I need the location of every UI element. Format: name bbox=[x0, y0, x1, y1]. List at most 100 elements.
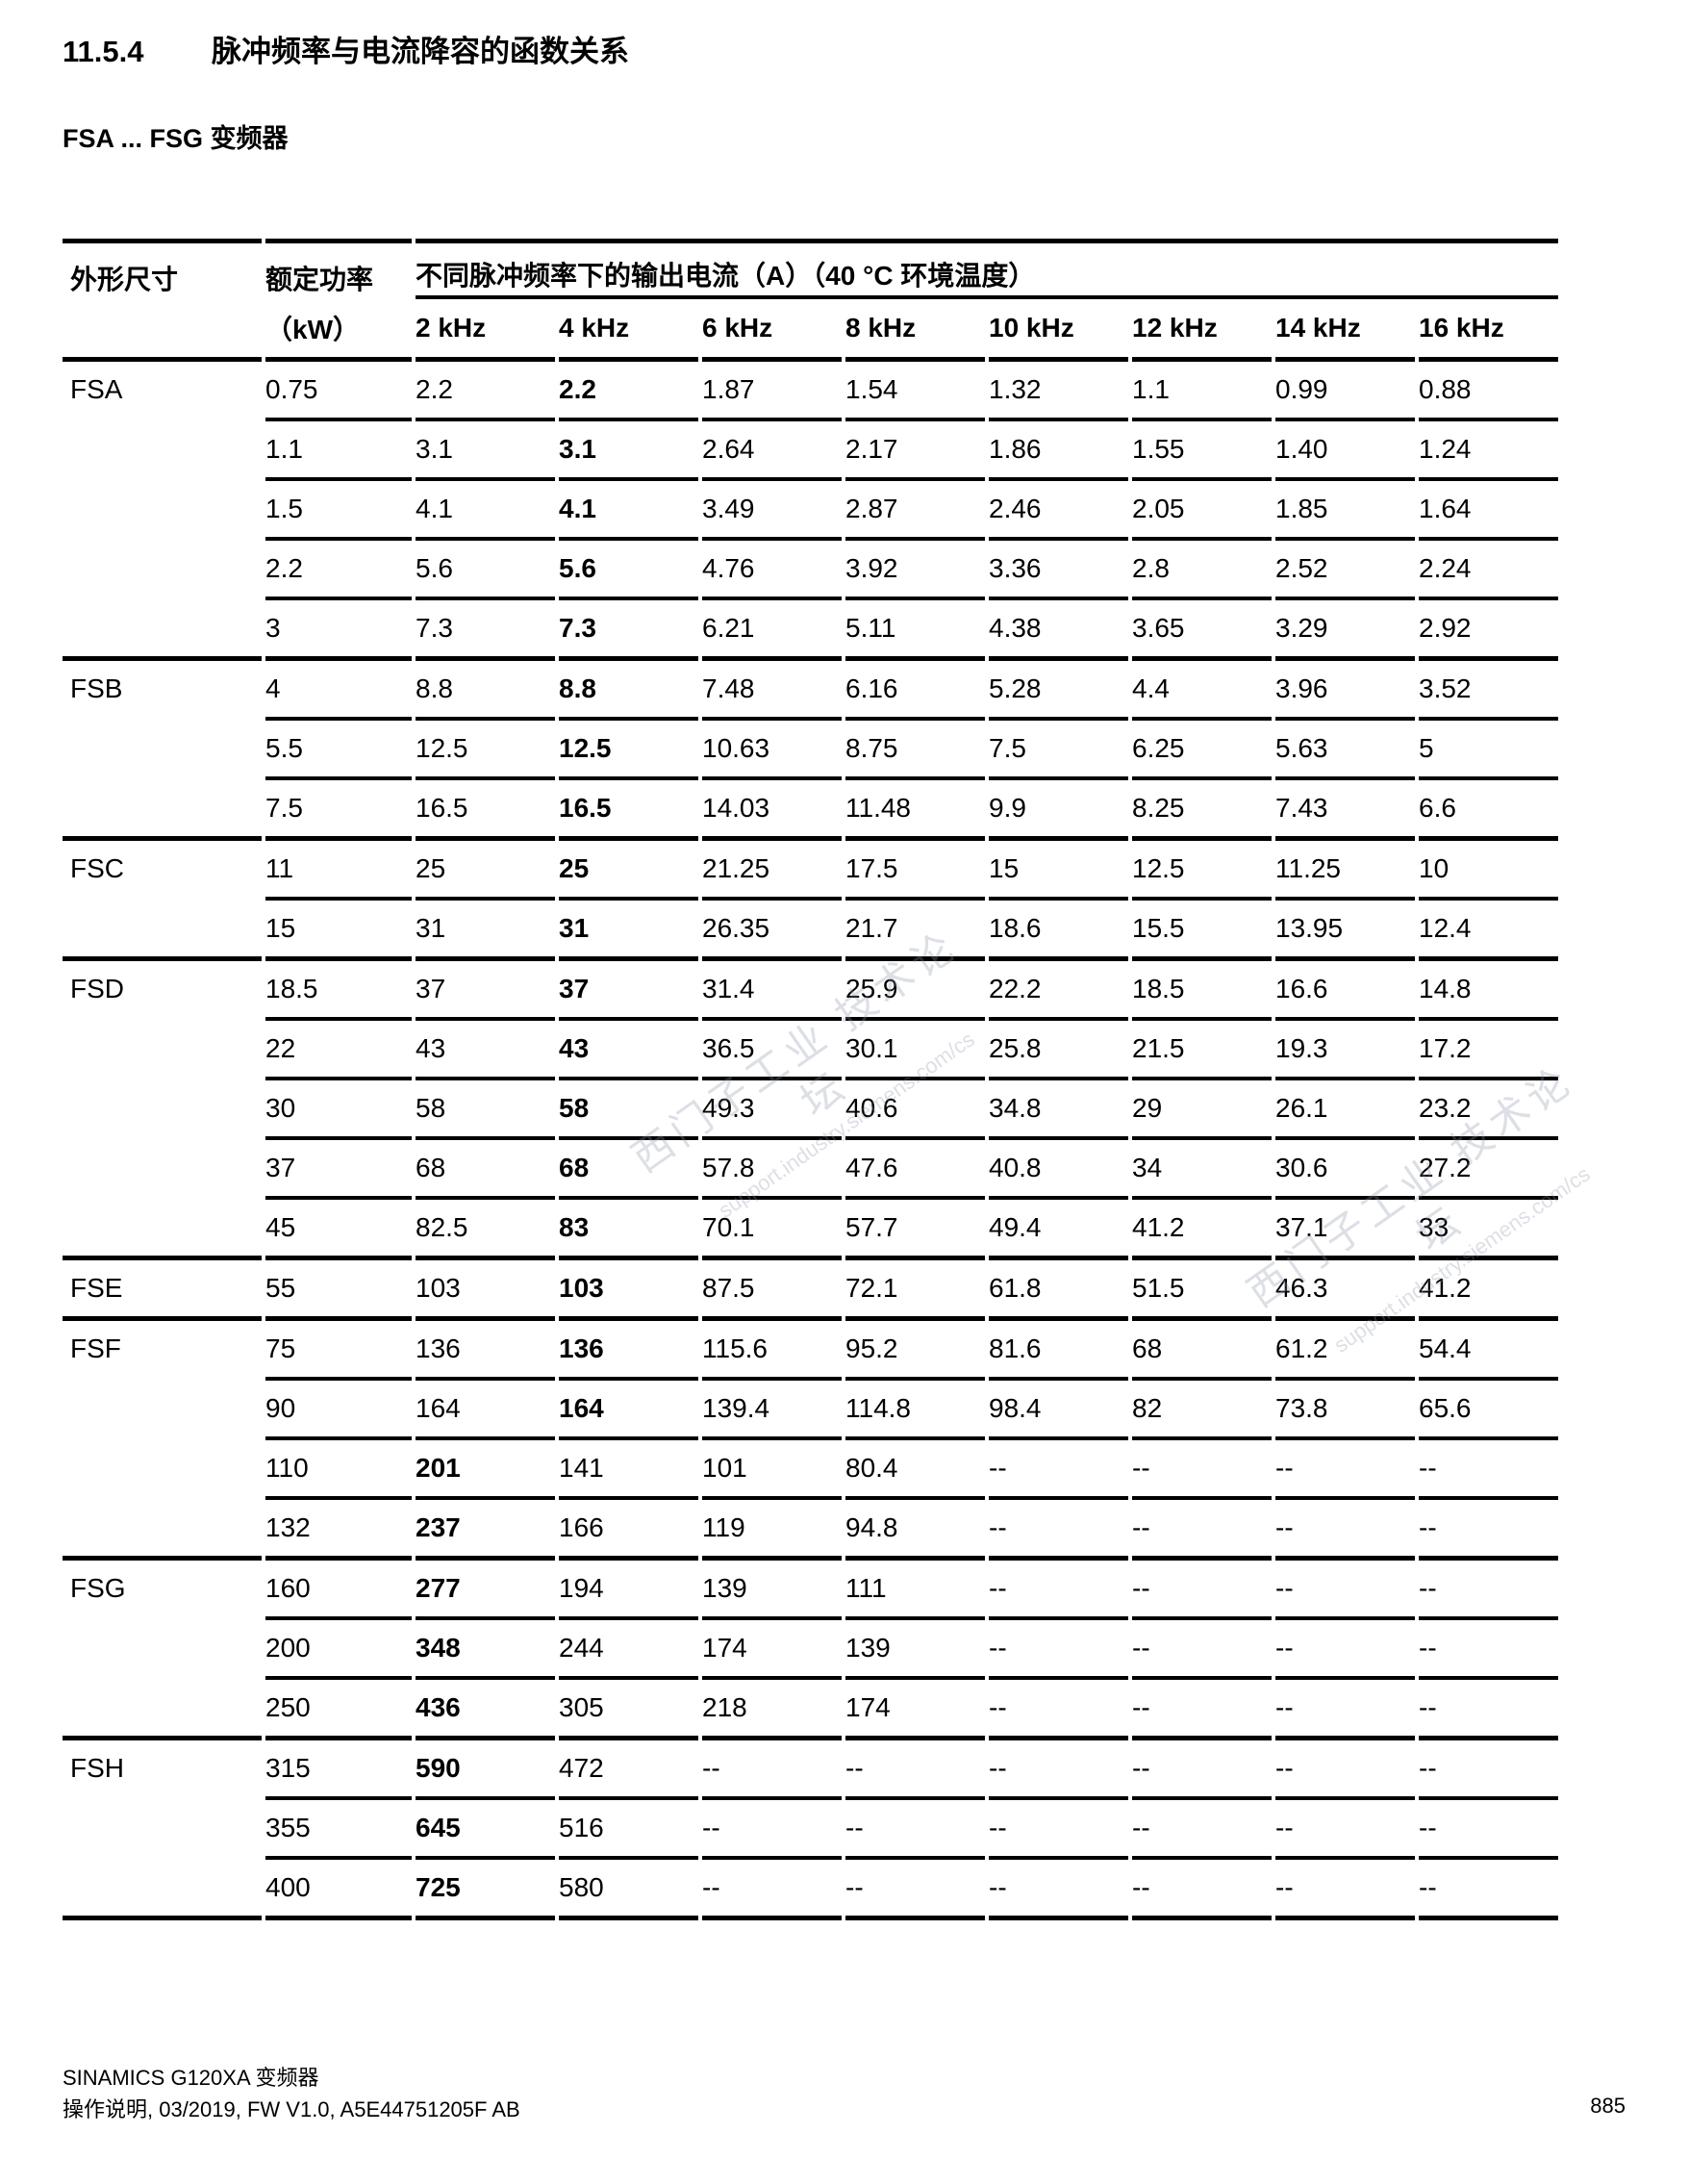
current-value-cell: 83 bbox=[559, 1196, 698, 1256]
table-row: FSE 55 103 103 87.5 72.1 61.8 51.5 46.3 41.2 bbox=[63, 1256, 1559, 1316]
current-value-cell: 15.5 bbox=[1132, 897, 1272, 956]
power-cell: 2.2 bbox=[265, 537, 412, 597]
power-header: 额定功率 bbox=[265, 239, 412, 299]
current-value-cell: -- bbox=[1132, 1496, 1272, 1556]
current-value-cell: 516 bbox=[559, 1796, 698, 1856]
current-value-cell: 21.5 bbox=[1132, 1017, 1272, 1077]
current-value-cell: 21.7 bbox=[845, 897, 985, 956]
table-row: FSG 160 277 194 139 111 -- -- -- -- bbox=[63, 1556, 1559, 1616]
current-value-cell: -- bbox=[1275, 1616, 1415, 1676]
current-value-cell: 57.8 bbox=[702, 1136, 842, 1196]
table-row: 1.1 3.1 3.1 2.64 2.17 1.86 1.55 1.40 1.24 bbox=[63, 418, 1559, 477]
current-value-cell: 115.6 bbox=[702, 1316, 842, 1377]
current-value-cell: 2.52 bbox=[1275, 537, 1415, 597]
current-value-cell: 103 bbox=[416, 1256, 555, 1316]
current-value-cell: 101 bbox=[702, 1436, 842, 1496]
current-value-cell: 25.8 bbox=[989, 1017, 1128, 1077]
current-value-cell: 6.25 bbox=[1132, 717, 1272, 776]
frame-size-cell: FSF bbox=[63, 1316, 262, 1377]
current-value-cell: 34.8 bbox=[989, 1077, 1128, 1136]
current-value-cell: 23.2 bbox=[1419, 1077, 1559, 1136]
current-value-cell: 5.28 bbox=[989, 656, 1128, 717]
current-value-cell: -- bbox=[845, 1796, 985, 1856]
current-value-cell: 1.32 bbox=[989, 357, 1128, 418]
current-value-cell: -- bbox=[989, 1796, 1128, 1856]
current-value-cell: -- bbox=[1132, 1736, 1272, 1796]
current-value-cell: 6.6 bbox=[1419, 776, 1559, 836]
current-value-cell: 4.76 bbox=[702, 537, 842, 597]
power-cell: 132 bbox=[265, 1496, 412, 1556]
current-value-cell: 3.92 bbox=[845, 537, 985, 597]
current-value-cell: 33 bbox=[1419, 1196, 1559, 1256]
current-value-cell: 194 bbox=[559, 1556, 698, 1616]
table-row: 2.2 5.6 5.6 4.76 3.92 3.36 2.8 2.52 2.24 bbox=[63, 537, 1559, 597]
current-value-cell: 2.64 bbox=[702, 418, 842, 477]
current-value-cell: 2.46 bbox=[989, 477, 1128, 537]
current-value-cell: 9.9 bbox=[989, 776, 1128, 836]
current-value-cell: 11.48 bbox=[845, 776, 985, 836]
current-value-cell: 68 bbox=[416, 1136, 555, 1196]
power-cell: 75 bbox=[265, 1316, 412, 1377]
table-row: 45 82.5 83 70.1 57.7 49.4 41.2 37.1 33 bbox=[63, 1196, 1559, 1256]
table-header-row-2: （kW） 2 kHz 4 kHz 6 kHz 8 kHz 10 kHz 12 k… bbox=[63, 299, 1558, 357]
power-cell: 160 bbox=[265, 1556, 412, 1616]
current-value-cell: 4.1 bbox=[559, 477, 698, 537]
current-value-cell: -- bbox=[1275, 1796, 1415, 1856]
frame-size-cell bbox=[63, 1616, 262, 1676]
current-value-cell: 3.1 bbox=[559, 418, 698, 477]
current-value-cell: 5.6 bbox=[559, 537, 698, 597]
power-cell: 11 bbox=[265, 836, 412, 897]
power-cell: 7.5 bbox=[265, 776, 412, 836]
current-value-cell: 201 bbox=[416, 1436, 555, 1496]
current-value-cell: 3.65 bbox=[1132, 597, 1272, 656]
current-value-cell: 114.8 bbox=[845, 1377, 985, 1436]
current-value-cell: -- bbox=[1419, 1556, 1559, 1616]
freq-header-8khz: 8 kHz bbox=[845, 313, 917, 343]
current-value-cell: 1.55 bbox=[1132, 418, 1272, 477]
table-header-row-1: 外形尺寸 额定功率 不同脉冲频率下的输出电流（A）（40 °C 环境温度） bbox=[63, 239, 1559, 299]
current-value-cell: 17.2 bbox=[1419, 1017, 1559, 1077]
frame-size-cell: FSE bbox=[63, 1256, 262, 1316]
current-value-cell: -- bbox=[1132, 1856, 1272, 1920]
freq-header-2khz: 2 kHz bbox=[416, 313, 487, 343]
current-value-cell: 119 bbox=[702, 1496, 842, 1556]
table-row: FSA 0.75 2.2 2.2 1.87 1.54 1.32 1.1 0.99 0.88 bbox=[63, 357, 1559, 418]
frame-size-cell bbox=[63, 1077, 262, 1136]
current-value-cell: 30.6 bbox=[1275, 1136, 1415, 1196]
current-value-cell: 18.5 bbox=[1132, 956, 1272, 1017]
current-value-cell: 46.3 bbox=[1275, 1256, 1415, 1316]
current-value-cell: -- bbox=[1419, 1796, 1559, 1856]
current-value-cell: 111 bbox=[845, 1556, 985, 1616]
current-value-cell: -- bbox=[989, 1436, 1128, 1496]
power-cell: 200 bbox=[265, 1616, 412, 1676]
current-value-cell: -- bbox=[1275, 1676, 1415, 1736]
current-value-cell: 1.40 bbox=[1275, 418, 1415, 477]
current-value-cell: 61.2 bbox=[1275, 1316, 1415, 1377]
current-value-cell: 70.1 bbox=[702, 1196, 842, 1256]
current-value-cell: 4.1 bbox=[416, 477, 555, 537]
current-value-cell: 15 bbox=[989, 836, 1128, 897]
current-value-cell: 21.25 bbox=[702, 836, 842, 897]
current-value-cell: 103 bbox=[559, 1256, 698, 1316]
power-cell: 355 bbox=[265, 1796, 412, 1856]
frame-size-cell bbox=[63, 418, 262, 477]
current-value-cell: 166 bbox=[559, 1496, 698, 1556]
current-value-cell: 94.8 bbox=[845, 1496, 985, 1556]
current-value-cell: 136 bbox=[559, 1316, 698, 1377]
current-value-cell: 54.4 bbox=[1419, 1316, 1559, 1377]
table-row: 355 645 516 -- -- -- -- -- -- bbox=[63, 1796, 1559, 1856]
current-value-cell: 174 bbox=[845, 1676, 985, 1736]
frame-size-cell bbox=[63, 1377, 262, 1436]
table-row: 5.5 12.5 12.5 10.63 8.75 7.5 6.25 5.63 5 bbox=[63, 717, 1559, 776]
current-value-cell: 80.4 bbox=[845, 1436, 985, 1496]
current-value-cell: 31 bbox=[416, 897, 555, 956]
frame-size-cell bbox=[63, 1436, 262, 1496]
current-value-cell: 73.8 bbox=[1275, 1377, 1415, 1436]
current-value-cell: 41.2 bbox=[1419, 1256, 1559, 1316]
current-value-cell: 61.8 bbox=[989, 1256, 1128, 1316]
table-body: FSA 0.75 2.2 2.2 1.87 1.54 1.32 1.1 0.99 0.88 1.1 3… bbox=[63, 357, 1559, 1920]
power-cell: 315 bbox=[265, 1736, 412, 1796]
current-value-cell: 237 bbox=[416, 1496, 555, 1556]
current-value-cell: 11.25 bbox=[1275, 836, 1415, 897]
current-value-cell: 49.4 bbox=[989, 1196, 1128, 1256]
